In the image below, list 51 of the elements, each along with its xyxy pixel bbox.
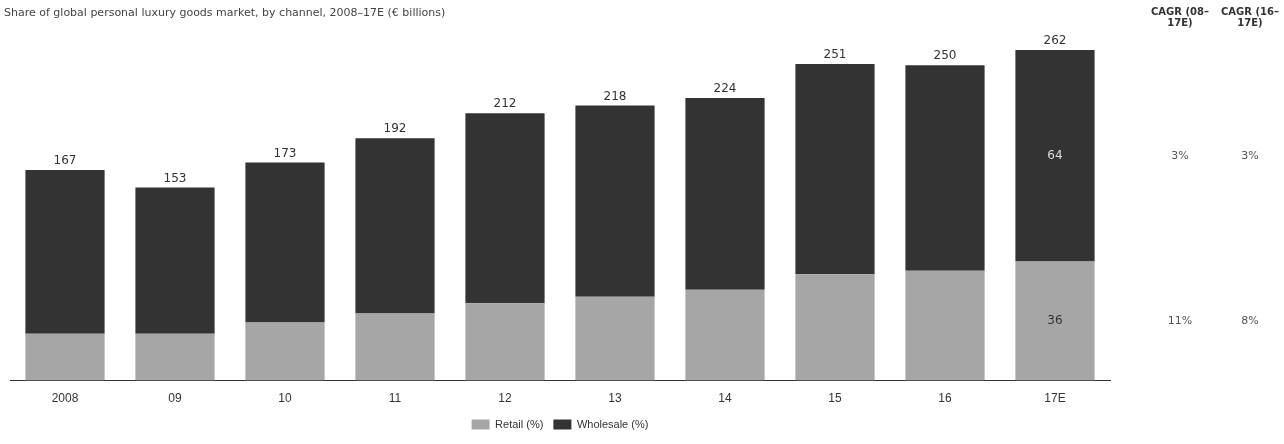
x-tick-label: 09 xyxy=(168,391,182,406)
x-tick-label: 10 xyxy=(278,391,292,406)
annotation: 251 xyxy=(823,47,847,62)
annotation: 153 xyxy=(163,170,187,185)
bar xyxy=(355,313,435,381)
text: 11% xyxy=(1166,314,1194,328)
legend-label: Retail (%) xyxy=(495,417,544,430)
bar xyxy=(795,274,875,381)
bar xyxy=(355,138,435,314)
bar xyxy=(905,270,985,381)
annotation: 173 xyxy=(273,145,297,160)
x-tick-label: 11 xyxy=(388,391,402,406)
bar xyxy=(25,170,105,334)
bar xyxy=(905,65,985,271)
x-tick-label: 16 xyxy=(938,391,952,406)
text: CAGR (08–17E) xyxy=(1150,6,1210,28)
annotation: 250 xyxy=(933,48,957,63)
x-tick-label: 2008 xyxy=(51,391,79,406)
annotation: 218 xyxy=(603,88,627,103)
text: CAGR (16–17E) xyxy=(1220,6,1280,28)
annotation: 262 xyxy=(1043,33,1067,48)
bar xyxy=(685,289,765,381)
bar xyxy=(135,187,215,334)
x-tick-label: 12 xyxy=(498,391,512,406)
x-tick-label: 17E xyxy=(1044,391,1066,406)
bar xyxy=(245,162,325,323)
text: 3% xyxy=(1240,148,1260,162)
bar xyxy=(465,113,545,304)
bar xyxy=(795,63,875,275)
x-tick-label: 15 xyxy=(828,391,842,406)
annotation: 192 xyxy=(383,121,407,136)
annotation: 224 xyxy=(713,81,737,96)
chart-title: Share of global personal luxury goods market, by channel, 2008–17E (€ billions) xyxy=(4,6,446,19)
annotation: 167 xyxy=(53,153,77,168)
bar xyxy=(575,105,655,297)
bar xyxy=(685,97,765,290)
annotation: 36 xyxy=(1047,313,1063,328)
legend-label: Wholesale (%) xyxy=(576,417,649,430)
x-tick-label: 14 xyxy=(718,391,732,406)
bar xyxy=(465,303,545,381)
bar xyxy=(135,333,215,381)
annotation: 212 xyxy=(493,96,517,111)
bar xyxy=(25,333,105,381)
bar xyxy=(1015,50,1095,262)
x-tick-label: 13 xyxy=(608,391,622,406)
bar xyxy=(245,322,325,381)
bar xyxy=(1015,261,1095,381)
annotation: 64 xyxy=(1047,147,1063,162)
text: 8% xyxy=(1240,314,1260,328)
text: 3% xyxy=(1170,148,1190,162)
bar xyxy=(575,296,655,381)
